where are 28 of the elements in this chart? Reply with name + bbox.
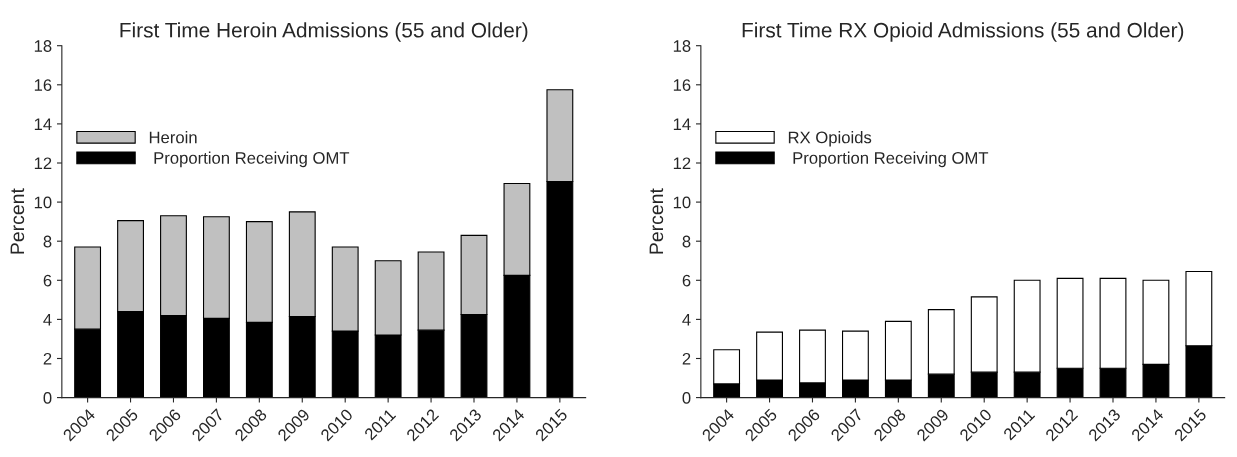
y-tick-label: 2	[682, 352, 691, 365]
y-tick-label: 16	[34, 79, 52, 91]
y-tick-label: 8	[682, 235, 691, 248]
legend-label: Heroin	[149, 131, 197, 144]
y-tick-label: 6	[682, 274, 691, 287]
y-tick-label: 10	[673, 196, 691, 209]
y-tick-label: 12	[673, 157, 691, 170]
chart-title: First Time Heroin Admissions (55 and Older)	[120, 22, 528, 42]
y-tick-label: 14	[673, 118, 691, 130]
chart-title: First Time RX Opioid Admissions (55 and Older)	[742, 22, 1184, 42]
y-tick-label: 10	[34, 196, 52, 209]
y-tick-label: 8	[43, 235, 52, 248]
legend-label: Proportion Receiving OMT	[154, 151, 350, 168]
y-tick-label: 6	[43, 274, 52, 287]
y-tick-label: 0	[682, 391, 691, 404]
y-tick-label: 16	[673, 79, 691, 91]
y-tick-label: 4	[682, 313, 691, 326]
y-tick-label: 18	[673, 40, 691, 52]
y-tick-label: 12	[34, 157, 52, 170]
y-tick-label: 14	[34, 118, 52, 130]
legend-label: Proportion Receiving OMT	[793, 151, 989, 168]
y-axis-title: Percent	[649, 188, 664, 254]
legend-label: RX Opioids	[788, 131, 872, 147]
y-tick-label: 2	[43, 352, 52, 365]
y-axis-title: Percent	[10, 188, 25, 254]
y-tick-label: 0	[43, 391, 52, 404]
y-tick-label: 4	[43, 313, 52, 326]
y-tick-label: 18	[34, 40, 52, 52]
